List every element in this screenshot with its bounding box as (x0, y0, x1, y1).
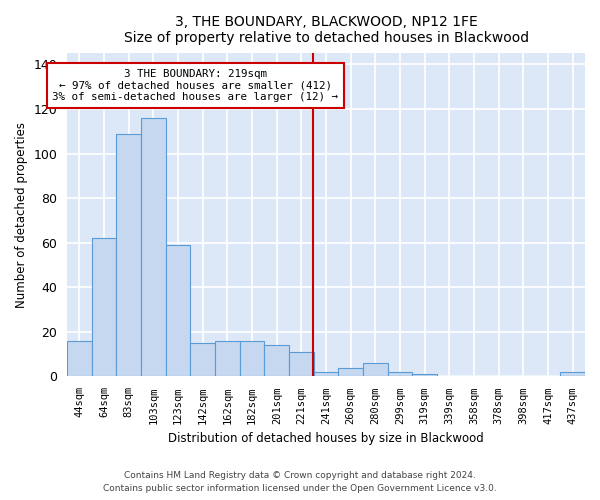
Bar (92, 238, 116, 376)
Y-axis label: Number of detached properties: Number of detached properties (15, 122, 28, 308)
Bar (116, 134, 141, 376)
Bar (388, 372, 412, 376)
Bar (240, 341, 265, 376)
Bar (215, 341, 240, 376)
Bar (289, 352, 314, 376)
Bar (141, 118, 166, 376)
Text: Contains public sector information licensed under the Open Government Licence v3: Contains public sector information licen… (103, 484, 497, 493)
Bar (314, 372, 338, 376)
Bar (412, 374, 437, 376)
X-axis label: Distribution of detached houses by size in Blackwood: Distribution of detached houses by size … (168, 432, 484, 445)
Text: Contains HM Land Registry data © Crown copyright and database right 2024.: Contains HM Land Registry data © Crown c… (124, 470, 476, 480)
Bar (338, 368, 363, 376)
Bar (363, 363, 388, 376)
Bar (560, 372, 585, 376)
Bar (265, 345, 289, 376)
Bar (67, 341, 92, 376)
Title: 3, THE BOUNDARY, BLACKWOOD, NP12 1FE
Size of property relative to detached house: 3, THE BOUNDARY, BLACKWOOD, NP12 1FE Siz… (124, 15, 529, 45)
Text: 3 THE BOUNDARY: 219sqm
← 97% of detached houses are smaller (412)
3% of semi-det: 3 THE BOUNDARY: 219sqm ← 97% of detached… (52, 69, 338, 102)
Bar (166, 245, 190, 376)
Bar (190, 343, 215, 376)
